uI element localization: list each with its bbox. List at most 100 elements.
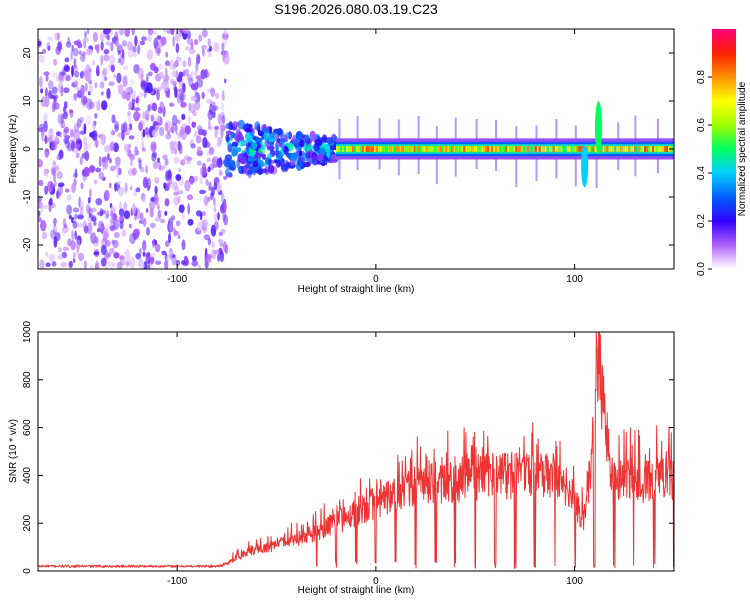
noise-blob [175, 220, 181, 227]
noise-blob [60, 86, 64, 97]
line-band-segment [536, 146, 540, 152]
noise-blob [132, 45, 137, 53]
line-band-segment [348, 146, 352, 152]
line-band-segment [534, 146, 538, 152]
noise-blob [169, 140, 176, 151]
y-tick-label: -10 [22, 189, 33, 204]
noise-blob [65, 74, 71, 82]
noise-blob [180, 159, 186, 166]
noise-blob [156, 203, 160, 210]
noise-blob [162, 62, 166, 73]
noise-blob [196, 160, 202, 166]
line-band-segment [656, 146, 660, 152]
line-band-segment [664, 146, 668, 152]
noise-blob [53, 235, 58, 248]
noise-blob [133, 64, 140, 74]
line-band-segment [574, 146, 578, 152]
snr-x-ticks: -100 0 100 [167, 332, 583, 587]
noise-blob [48, 80, 54, 90]
noise-blob [181, 260, 186, 265]
noise-blob [178, 167, 182, 173]
line-band-segment [413, 146, 417, 152]
noise-blob [126, 122, 130, 134]
noise-blob [202, 219, 207, 229]
noise-blob [219, 242, 225, 247]
line-band-segment [570, 146, 574, 152]
noise-blob [141, 147, 146, 152]
noise-blob [109, 217, 116, 224]
noise-blob [165, 158, 169, 166]
line-band-segment [507, 146, 511, 152]
line-band-segment [528, 146, 532, 152]
onset-blob [239, 156, 247, 165]
line-band-segment [471, 146, 475, 152]
line-band-segment [439, 146, 443, 152]
noise-blob [144, 127, 150, 136]
noise-blob [149, 200, 155, 211]
noise-blob [160, 218, 165, 224]
onset-blob [261, 128, 270, 134]
noise-blob [83, 37, 87, 49]
noise-blob [191, 121, 196, 128]
spectrogram-x-ticks: -100 0 100 [167, 29, 583, 285]
noise-blob [178, 88, 184, 94]
noise-blob [127, 50, 135, 58]
noise-blob [204, 68, 208, 79]
noise-blob [208, 52, 212, 58]
onset-blob [250, 132, 254, 137]
noise-blob [73, 123, 80, 133]
line-band-segment [568, 146, 572, 152]
spectrogram-y-ticks: -20 -10 0 10 20 [22, 47, 674, 252]
noise-blob [74, 70, 80, 78]
line-band-segment [532, 146, 536, 152]
noise-blob [205, 178, 209, 186]
noise-blob [195, 135, 202, 144]
noise-blob [53, 226, 57, 232]
noise-blob [184, 179, 191, 192]
noise-blob [74, 168, 78, 179]
noise-blob [88, 83, 93, 89]
line-band-segment [499, 146, 503, 152]
noise-blob [159, 167, 164, 173]
line-band-segment [594, 146, 598, 152]
line-band-segment [479, 146, 483, 152]
line-band-segment [604, 146, 608, 152]
noise-blob [105, 266, 109, 269]
line-band-segment [610, 146, 614, 152]
noise-blob [87, 222, 93, 235]
noise-blob [79, 71, 84, 79]
line-band-segment [419, 146, 423, 152]
noise-blob [41, 231, 48, 240]
line-band-segment [491, 146, 495, 152]
noise-blob [157, 161, 162, 171]
noise-blob [182, 29, 189, 34]
noise-blob [202, 129, 207, 137]
noise-blob [74, 230, 77, 240]
noise-blob [104, 239, 111, 247]
noise-blob [201, 91, 205, 99]
noise-blob [215, 92, 220, 99]
noise-blob [139, 247, 142, 255]
noise-blob [142, 196, 146, 203]
noise-blob [52, 72, 57, 78]
noise-blob [147, 34, 152, 42]
onset-blob [312, 154, 318, 165]
noise-blob [93, 251, 100, 256]
noise-blob [87, 207, 93, 214]
noise-blob [109, 130, 114, 138]
noise-blob [106, 88, 111, 100]
noise-blob [165, 60, 170, 67]
line-band-segment [560, 146, 564, 152]
noise-blob [86, 114, 91, 126]
noise-blob [44, 134, 48, 145]
onset-blob [257, 147, 266, 155]
snr-x-label: Height of straight line (km) [298, 585, 415, 596]
line-band-segment [487, 146, 491, 152]
noise-blob [158, 63, 163, 70]
line-band-segment [602, 146, 606, 152]
noise-blob [129, 123, 133, 131]
noise-blob [175, 42, 180, 54]
noise-blob [123, 210, 131, 220]
noise-blob [152, 238, 155, 249]
